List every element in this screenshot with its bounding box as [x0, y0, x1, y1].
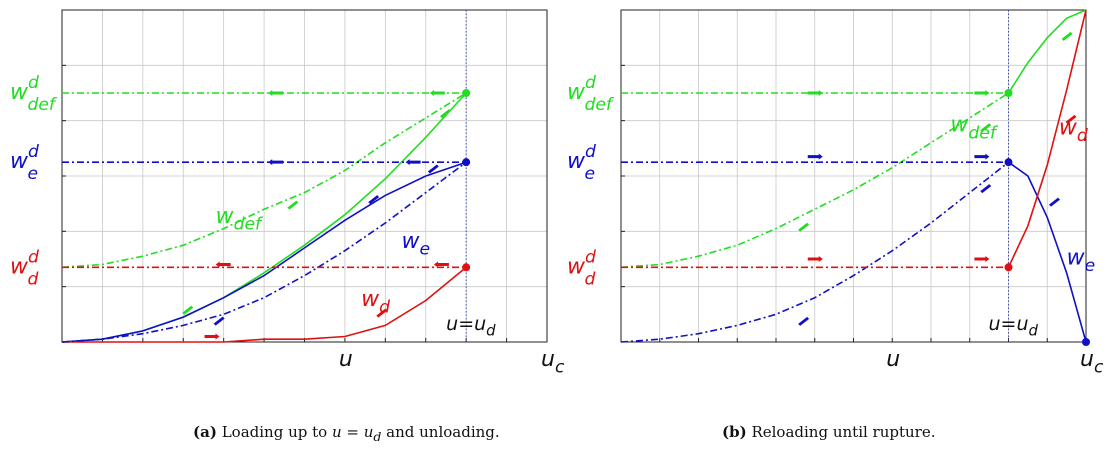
series-line-w_e-loading	[61, 161, 467, 343]
vline-label: u=ud	[989, 313, 1039, 340]
direction-arrow	[974, 153, 990, 160]
curve-label-w-def: wdef	[950, 113, 998, 144]
y-tick-label: wd e	[567, 142, 596, 184]
data-point	[462, 263, 471, 272]
curve-label-w-d: wd	[361, 287, 390, 318]
direction-arrow	[405, 159, 421, 166]
data-point	[1004, 263, 1013, 272]
direction-arrow	[798, 222, 810, 232]
direction-arrow	[429, 90, 445, 96]
caption-a-tag: (a)	[193, 423, 217, 441]
direction-arrow	[1061, 31, 1073, 41]
caption-a-prefix: Loading up to	[221, 423, 332, 441]
vline-label: u=ud	[446, 313, 496, 340]
direction-arrow	[1049, 197, 1060, 207]
direction-arrow	[974, 90, 990, 96]
direction-arrow	[439, 109, 451, 119]
direction-arrow	[368, 195, 380, 205]
y-tick-label: wd e	[10, 142, 39, 184]
caption-a-math: u = u	[331, 423, 374, 441]
curve-label-w-def: wdef	[216, 204, 264, 235]
direction-arrow	[433, 261, 449, 268]
series-line-w_e-rupture	[1008, 161, 1087, 343]
direction-arrow	[974, 256, 990, 262]
x-tick-label: u	[339, 347, 353, 372]
x-tick-label: u	[886, 347, 900, 372]
direction-arrow	[204, 333, 220, 340]
caption-a-math-sub: d	[373, 429, 382, 444]
data-point	[1004, 158, 1013, 167]
direction-arrow	[268, 90, 284, 96]
x-tick-label: uc	[1080, 347, 1104, 378]
series-line-w_def-rupture	[1007, 9, 1087, 94]
direction-arrow	[376, 308, 388, 318]
direction-arrow	[807, 90, 823, 96]
caption-b: (b) Reloading until rupture.	[722, 423, 936, 441]
y-tick-label: wd def	[10, 73, 58, 115]
data-point	[1082, 338, 1090, 346]
direction-arrow	[1065, 114, 1077, 124]
direction-arrow	[182, 305, 194, 315]
y-tick-label: wd def	[567, 73, 615, 115]
direction-arrow	[427, 164, 439, 174]
direction-arrow	[807, 153, 823, 160]
curve-label-w-d: wd	[1059, 116, 1088, 147]
caption-b-tag: (b)	[722, 423, 747, 441]
curve-label-w-e: we	[1067, 246, 1096, 277]
direction-arrow	[215, 261, 231, 268]
direction-arrow	[268, 159, 284, 166]
direction-arrow	[213, 316, 225, 326]
y-tick-label: wd d	[567, 247, 596, 289]
series-line-w_d-loading	[62, 266, 467, 343]
data-point	[462, 89, 471, 97]
y-tick-label: wd d	[10, 247, 39, 289]
series-line-w_def-unloading	[61, 92, 467, 269]
caption-a: (a) Loading up to u = ud and unloading.	[193, 423, 500, 444]
series-line-w_e-reloading	[620, 161, 1009, 343]
direction-arrow	[980, 123, 992, 133]
curve-label-w-e: we	[402, 229, 431, 260]
direction-arrow	[287, 200, 299, 210]
direction-arrow	[798, 316, 810, 326]
chart-panel-b: u=ud wd def wd e wd d u uc wdef wd we	[567, 9, 1104, 378]
x-tick-label: uc	[541, 347, 565, 378]
caption-a-suffix: and unloading.	[381, 423, 500, 441]
data-point	[462, 158, 471, 167]
series-line-w_def-reloading	[620, 92, 1009, 269]
direction-arrow	[980, 184, 992, 194]
direction-arrow	[807, 256, 823, 262]
series-line-w_d-rupture	[1007, 9, 1087, 268]
caption-b-prefix: Reloading until rupture.	[751, 423, 936, 441]
data-point	[1004, 89, 1013, 97]
